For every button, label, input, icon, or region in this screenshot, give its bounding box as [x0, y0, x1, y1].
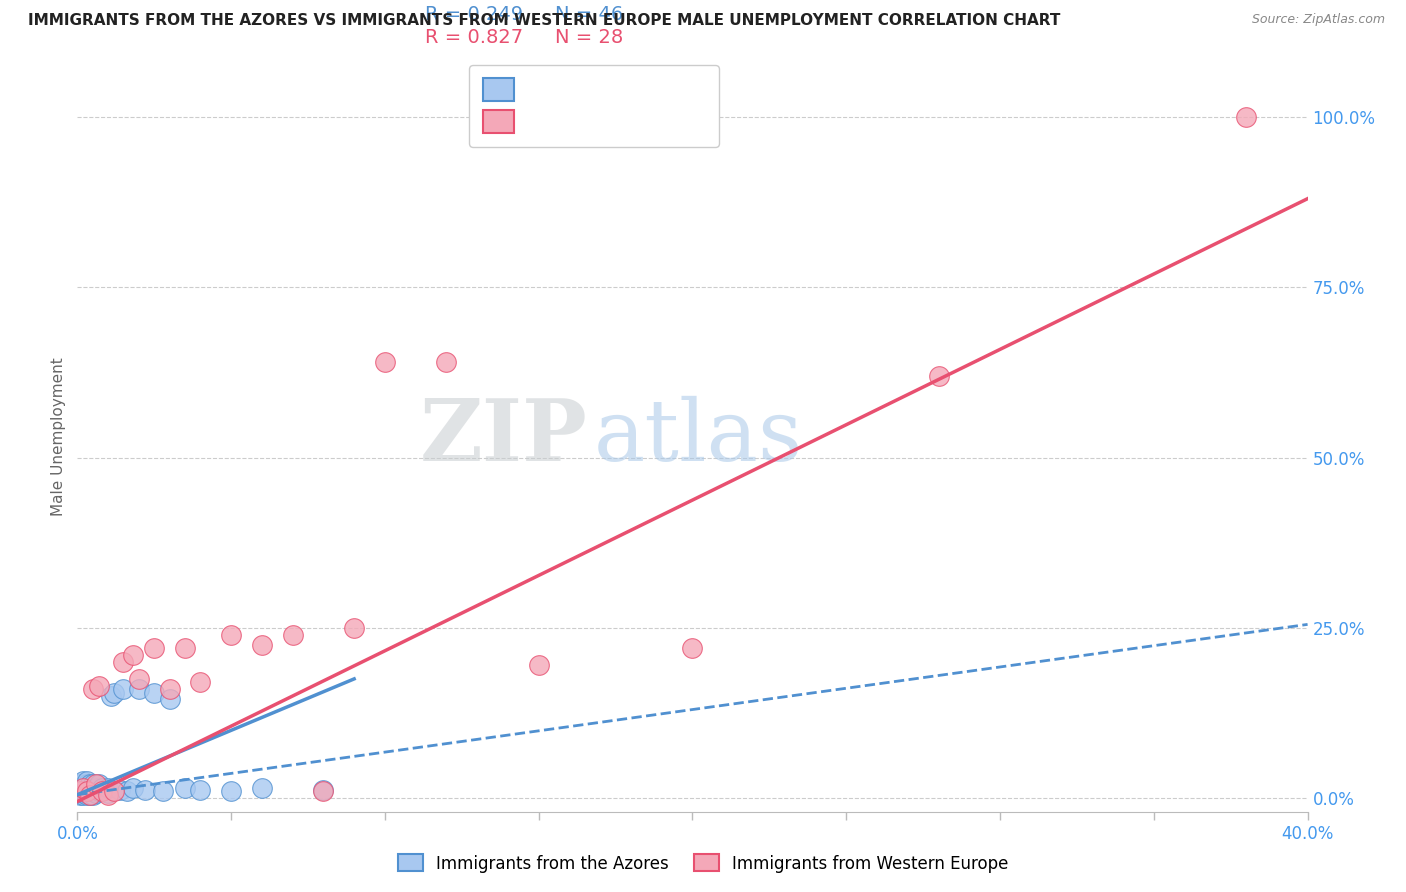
Point	[1234, 110, 1257, 124]
Point	[69, 777, 91, 791]
Point	[174, 641, 197, 656]
Point	[152, 784, 174, 798]
Text: IMMIGRANTS FROM THE AZORES VS IMMIGRANTS FROM WESTERN EUROPE MALE UNEMPLOYMENT C: IMMIGRANTS FROM THE AZORES VS IMMIGRANTS…	[28, 13, 1060, 29]
Point	[87, 777, 110, 791]
Point	[343, 621, 366, 635]
Point	[76, 780, 98, 795]
Point	[219, 627, 242, 641]
Point	[69, 788, 91, 802]
Legend:                              ,                              : ,	[470, 64, 718, 146]
Point	[72, 780, 94, 795]
Point	[69, 784, 91, 798]
Text: N = 46: N = 46	[555, 4, 624, 23]
Point	[97, 786, 120, 800]
Point	[250, 780, 273, 795]
Point	[128, 672, 150, 686]
Point	[79, 777, 101, 791]
Point	[121, 780, 143, 795]
Point	[188, 675, 212, 690]
Point	[159, 692, 181, 706]
Point	[281, 627, 304, 641]
Point	[69, 780, 91, 795]
Text: atlas: atlas	[595, 395, 803, 479]
Point	[76, 786, 98, 800]
Point	[143, 641, 166, 656]
Text: R = 0.249: R = 0.249	[425, 4, 523, 23]
Point	[82, 788, 104, 802]
Text: ZIP: ZIP	[420, 395, 588, 479]
Point	[436, 355, 458, 369]
Point	[174, 780, 197, 795]
Point	[72, 779, 94, 793]
Point	[76, 777, 98, 791]
Point	[143, 685, 166, 699]
Point	[76, 774, 98, 789]
Point	[69, 784, 91, 798]
Point	[374, 355, 396, 369]
Point	[682, 641, 704, 656]
Point	[87, 784, 110, 798]
Point	[79, 788, 101, 802]
Point	[79, 784, 101, 798]
Point	[76, 783, 98, 797]
Point	[527, 658, 550, 673]
Point	[82, 784, 104, 798]
Point	[110, 783, 132, 797]
Point	[72, 774, 94, 789]
Point	[188, 783, 212, 797]
Text: R = 0.827: R = 0.827	[425, 28, 523, 46]
Point	[112, 655, 135, 669]
Point	[97, 788, 120, 802]
Point	[79, 788, 101, 802]
Legend: Immigrants from the Azores, Immigrants from Western Europe: Immigrants from the Azores, Immigrants f…	[391, 847, 1015, 880]
Point	[90, 780, 114, 795]
Y-axis label: Male Unemployment: Male Unemployment	[51, 358, 66, 516]
Point	[76, 784, 98, 798]
Point	[103, 784, 125, 798]
Point	[79, 780, 101, 795]
Point	[312, 784, 335, 798]
Point	[219, 784, 242, 798]
Point	[84, 777, 107, 791]
Point	[928, 368, 950, 383]
Point	[72, 788, 94, 802]
Point	[100, 689, 122, 703]
Point	[76, 788, 98, 802]
Point	[128, 682, 150, 697]
Point	[112, 682, 135, 697]
Text: Source: ZipAtlas.com: Source: ZipAtlas.com	[1251, 13, 1385, 27]
Point	[159, 682, 181, 697]
Point	[82, 777, 104, 791]
Point	[82, 682, 104, 697]
Point	[72, 783, 94, 797]
Point	[103, 685, 125, 699]
Point	[134, 783, 156, 797]
Point	[94, 783, 117, 797]
Point	[97, 780, 120, 795]
Text: N = 28: N = 28	[555, 28, 624, 46]
Point	[250, 638, 273, 652]
Point	[72, 786, 94, 800]
Point	[312, 783, 335, 797]
Point	[84, 780, 107, 795]
Point	[84, 786, 107, 800]
Point	[87, 679, 110, 693]
Point	[115, 784, 138, 798]
Point	[121, 648, 143, 662]
Point	[90, 784, 114, 798]
